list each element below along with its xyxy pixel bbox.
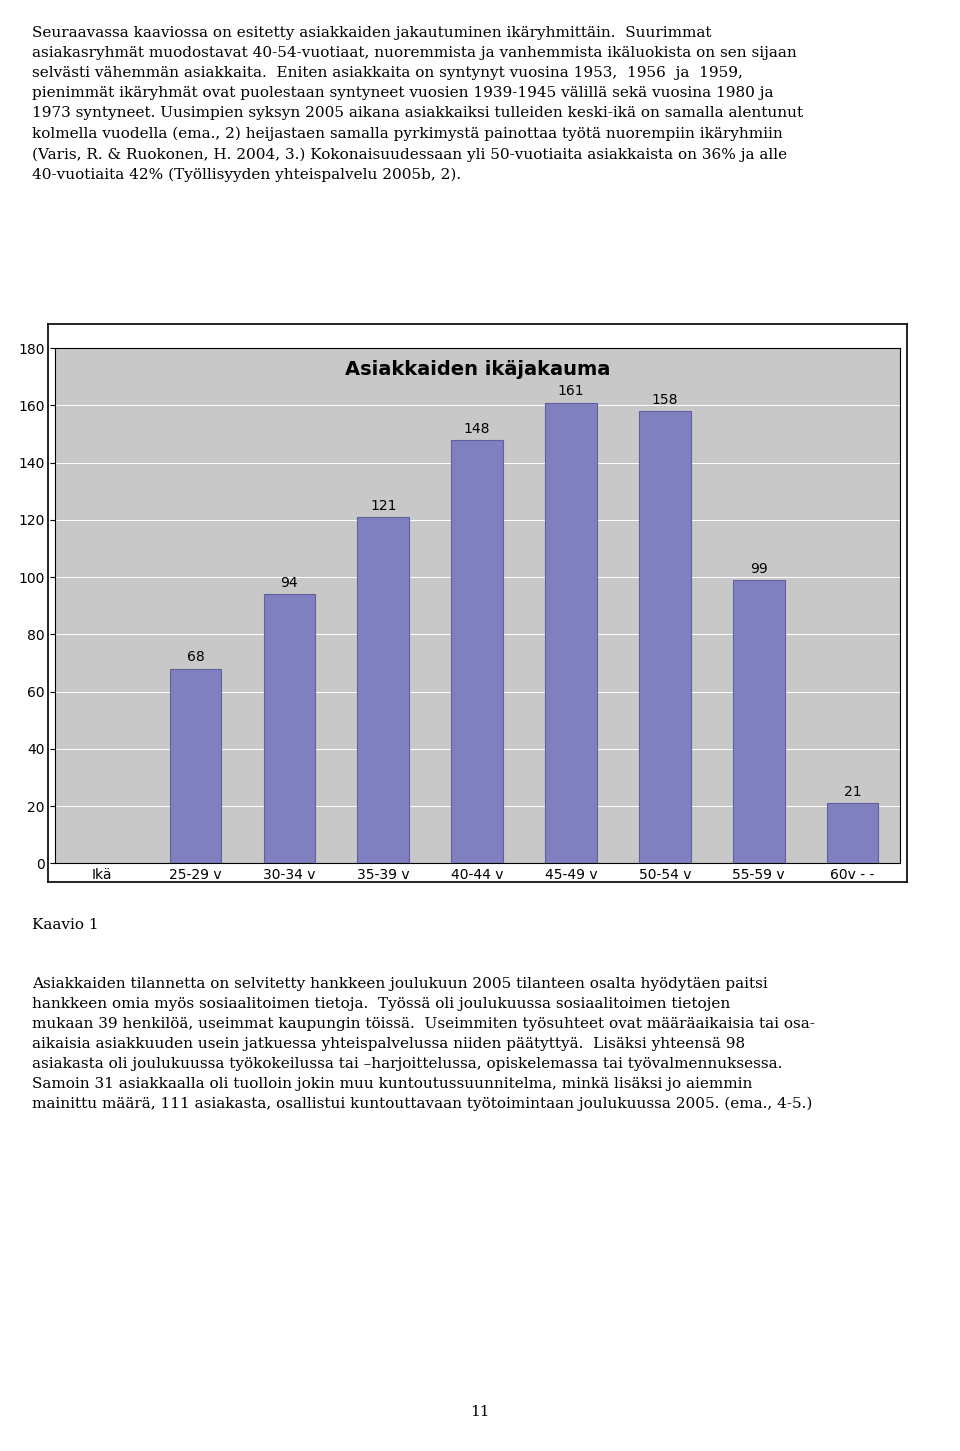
Text: Kaavio 1: Kaavio 1	[32, 918, 98, 933]
Bar	[827, 804, 878, 863]
Text: 11: 11	[470, 1405, 490, 1419]
Bar	[170, 669, 222, 863]
Bar	[357, 517, 409, 863]
Text: Asiakkaiden ikäjakauma: Asiakkaiden ikäjakauma	[345, 360, 611, 379]
Text: 158: 158	[652, 393, 678, 406]
Text: Seuraavassa kaaviossa on esitetty asiakkaiden jakautuminen ikäryhmittäin.  Suuri: Seuraavassa kaaviossa on esitetty asiakk…	[32, 26, 803, 183]
Bar	[639, 411, 690, 863]
Text: 68: 68	[186, 650, 204, 665]
Text: 148: 148	[464, 422, 491, 435]
Text: 161: 161	[558, 385, 585, 399]
Bar	[545, 402, 597, 863]
Text: 99: 99	[750, 562, 768, 576]
Bar	[451, 440, 503, 863]
Bar	[732, 580, 784, 863]
Bar	[264, 595, 315, 863]
Text: 94: 94	[280, 576, 299, 591]
Text: 21: 21	[844, 785, 861, 800]
Text: 121: 121	[370, 499, 396, 512]
Text: Asiakkaiden tilannetta on selvitetty hankkeen joulukuun 2005 tilanteen osalta hy: Asiakkaiden tilannetta on selvitetty han…	[32, 977, 814, 1111]
